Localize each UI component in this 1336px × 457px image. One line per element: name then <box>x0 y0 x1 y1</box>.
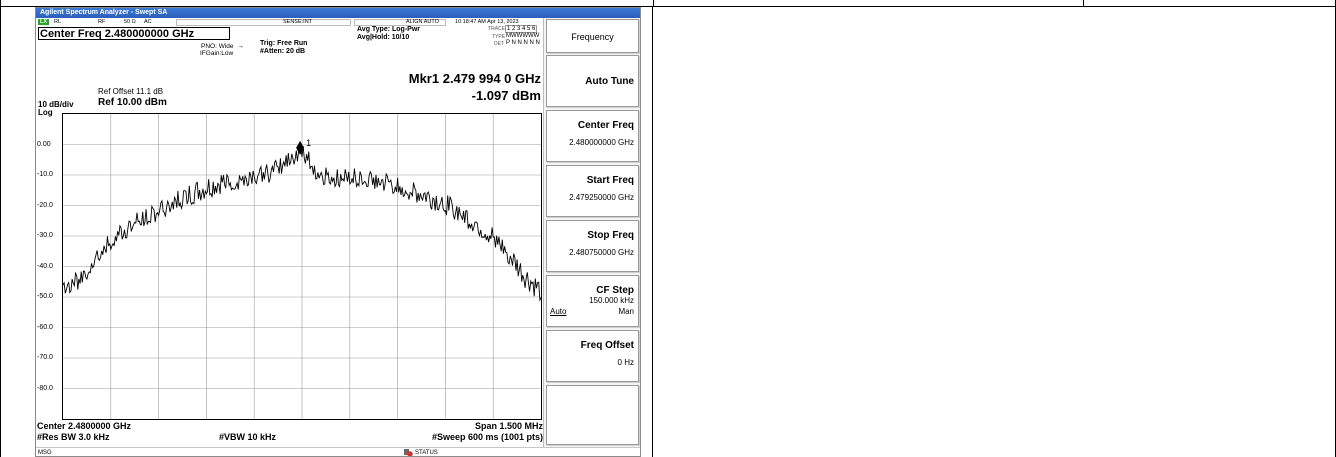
ref-offset-label: Ref Offset 11.1 dB <box>98 87 164 96</box>
log-label: Log <box>38 108 53 117</box>
y-tick-label: -10.0 <box>37 171 53 178</box>
atten-label: #Atten: 20 dB <box>260 48 306 55</box>
span-label: Span 1.500 MHz <box>474 421 543 431</box>
rf-label: RF <box>98 19 106 25</box>
stop-freq-button[interactable]: Stop Freq 2.480750000 GHz <box>546 220 639 272</box>
cf-step-key-label: CF Step <box>596 285 634 296</box>
start-freq-button[interactable]: Start Freq 2.479250000 GHz <box>546 165 639 217</box>
start-freq-key-value: 2.479250000 GHz <box>569 193 634 202</box>
arrow-icon: → <box>237 43 244 50</box>
menu-title-label: Frequency <box>571 32 614 42</box>
rl-label: RL <box>54 19 62 25</box>
res-bw-label: #Res BW 3.0 kHz <box>37 432 110 442</box>
marker-frequency: Mkr1 2.479 994 0 GHz <box>408 71 541 86</box>
spectrum-plot-svg: 1 <box>62 114 542 419</box>
center-freq-button[interactable]: Center Freq 2.480000000 GHz <box>546 110 639 162</box>
status-icon[interactable] <box>404 448 413 456</box>
ifgain-label: IFGain:Low <box>200 50 234 57</box>
align-label: ALIGN AUTO <box>406 19 439 25</box>
impedance-label: 50 Ω <box>124 19 136 25</box>
datetime-label: 10:18:47 AM Apr 13, 2023 <box>455 19 519 25</box>
trace-label: TRACE <box>488 26 505 32</box>
trace-numbers: 1 2 3 4 5 6 <box>505 25 538 33</box>
frequency-menu-title: Frequency <box>546 19 639 53</box>
y-tick-label: -40.0 <box>37 262 53 270</box>
marker-amplitude: -1.097 dBm <box>471 88 541 103</box>
status-indicator: LX <box>38 19 50 25</box>
det-label: DET <box>494 41 504 47</box>
measurement-info-panel: LX RL RF 50 Ω AC SENSE:INT ALIGN AUTO 10… <box>36 18 543 117</box>
cf-step-key-value: 150.000 kHz <box>589 296 634 305</box>
table-divider <box>653 0 654 7</box>
softkey-panel: Frequency Auto Tune Center Freq 2.480000… <box>543 18 640 447</box>
y-tick-label: -30.0 <box>37 232 53 239</box>
freq-offset-key-value: 0 Hz <box>617 358 634 367</box>
status-box <box>176 19 351 26</box>
scale-label: 10 dB/div <box>38 100 74 109</box>
freq-offset-key-label: Freq Offset <box>580 340 634 351</box>
stop-freq-key-label: Stop Freq <box>587 230 634 241</box>
window-title: Agilent Spectrum Analyzer - Swept SA <box>36 8 640 18</box>
table-cell-empty <box>652 6 1336 457</box>
status-label[interactable]: STATUS <box>415 450 438 456</box>
y-tick-label: -20.0 <box>37 201 53 209</box>
status-row: LX RL RF 50 Ω AC SENSE:INT ALIGN AUTO 10… <box>36 18 543 26</box>
y-tick-label: -70.0 <box>37 354 53 361</box>
ref-level-label: Ref 10.00 dBm <box>98 97 167 108</box>
trig-label: Trig: Free Run <box>260 40 308 47</box>
center-freq-key-value: 2.480000000 GHz <box>569 138 634 147</box>
table-divider <box>1083 0 1084 7</box>
message-bar: MSG STATUS <box>36 447 640 456</box>
marker-diamond <box>296 140 305 155</box>
start-freq-key-label: Start Freq <box>586 175 634 186</box>
sweep-label: #Sweep 600 ms (1001 pts) <box>431 432 543 442</box>
status-box <box>354 19 446 26</box>
spectrum-plot: 1 <box>62 113 542 420</box>
pno-label: PNO: Wide <box>201 43 234 50</box>
center-label: Center 2.4800000 GHz <box>37 421 132 431</box>
cf-step-button[interactable]: CF Step 150.000 kHz Auto Man <box>546 275 639 327</box>
type-values: MWWWWW <box>506 33 540 39</box>
msg-label: MSG <box>38 450 52 456</box>
stop-freq-key-value: 2.480750000 GHz <box>569 248 634 257</box>
spectrum-analyzer-window: Agilent Spectrum Analyzer - Swept SA LX … <box>35 7 641 457</box>
y-tick-label: 0.00 <box>37 140 51 148</box>
auto-tune-label: Auto Tune <box>585 76 634 87</box>
y-tick-label: -60.0 <box>37 323 53 331</box>
center-freq-key-label: Center Freq <box>577 120 634 131</box>
center-freq-readout: Center Freq 2.480000000 GHz <box>38 27 230 40</box>
freq-offset-button[interactable]: Freq Offset 0 Hz <box>546 330 639 382</box>
y-tick-label: -50.0 <box>37 293 53 300</box>
blank-softkey <box>546 385 639 445</box>
cf-step-man-option[interactable]: Man <box>618 307 634 316</box>
marker-label: 1 <box>306 138 311 148</box>
cf-step-auto-option[interactable]: Auto <box>550 307 567 316</box>
trace-line <box>62 146 542 302</box>
vbw-label: #VBW 10 kHz <box>219 432 277 442</box>
sense-label: SENSE:INT <box>283 19 313 25</box>
y-tick-label: -80.0 <box>37 384 53 392</box>
coupling-label: AC <box>144 19 152 25</box>
auto-tune-button[interactable]: Auto Tune <box>546 55 639 107</box>
det-values: P N N N N N <box>506 40 540 46</box>
footer-settings: Center 2.4800000 GHz #Res BW 3.0 kHz #VB… <box>36 420 543 448</box>
avg-hold-label: Avg|Hold: 10/10 <box>357 34 410 41</box>
avg-type-label: Avg Type: Log-Pwr <box>357 26 420 33</box>
type-label: TYPE <box>492 34 506 40</box>
